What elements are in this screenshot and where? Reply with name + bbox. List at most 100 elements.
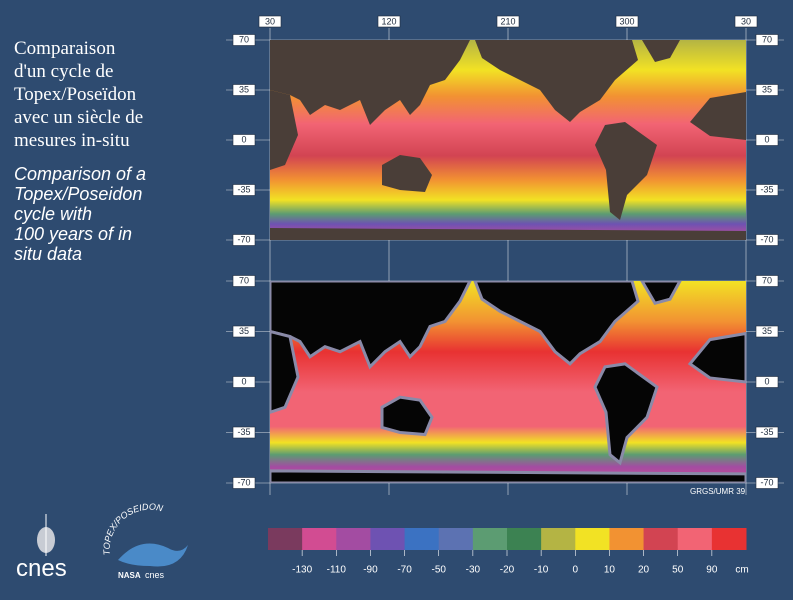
tick-box: [232, 325, 256, 338]
legend-label: -130: [292, 565, 312, 576]
tick-box: [755, 426, 779, 439]
title-french: Comparaison d'un cycle de Topex/Poseïdon…: [14, 38, 143, 151]
map-in-situ: [270, 281, 746, 483]
title-english: Comparison of a Topex/Poseidon cycle wit…: [14, 164, 146, 264]
tick-box: [232, 134, 256, 146]
lon-tick-label: 120: [381, 16, 396, 26]
legend-label: -10: [534, 565, 549, 576]
tick-box: [734, 15, 758, 28]
legend-swatch: [268, 528, 303, 550]
legend-swatch: [643, 528, 679, 550]
lat-tick-label: -70: [760, 477, 773, 487]
title-line: Topex/Poseidon: [14, 184, 142, 204]
lon-tick-label: 300: [619, 16, 634, 26]
title-line: Comparison of a: [14, 164, 146, 184]
lat-tick-label: 70: [239, 34, 249, 44]
legend-unit: cm: [735, 565, 748, 576]
legend-label: 10: [604, 565, 616, 576]
legend-label: -70: [397, 565, 412, 576]
title-line: cycle with: [14, 204, 92, 224]
legend-swatch: [336, 528, 371, 550]
tick-box: [755, 325, 779, 338]
lat-tick-label: -70: [237, 477, 250, 487]
title-line: situ data: [14, 244, 82, 264]
title-line: Comparaison: [14, 38, 116, 59]
lat-tick-label: 0: [241, 376, 246, 386]
credit: GRGS/UMR 39: [690, 487, 746, 496]
legend-label: 0: [573, 565, 579, 576]
tick-box: [377, 15, 401, 28]
lat-tick-label: -70: [237, 234, 250, 244]
legend-label: 50: [672, 565, 684, 576]
legend-swatch: [507, 528, 542, 550]
legend-swatch: [370, 528, 406, 550]
legend-swatch: [711, 528, 747, 550]
lat-tick-label: -35: [760, 184, 773, 194]
tick-box: [755, 234, 779, 246]
tick-box: [755, 134, 779, 146]
tick-box: [615, 15, 639, 28]
tick-box: [496, 15, 520, 28]
title-line: mesures in-situ: [14, 130, 130, 151]
title-line: d'un cycle de: [14, 61, 113, 82]
lat-tick-label: 35: [762, 84, 772, 94]
lon-tick-label: 210: [500, 16, 515, 26]
lat-tick-label: 35: [239, 84, 249, 94]
legend-swatch: [677, 528, 713, 550]
tick-box: [232, 184, 256, 196]
lon-tick-label: 30: [741, 16, 751, 26]
legend-swatch: [609, 528, 645, 550]
lat-tick-label: 70: [762, 34, 772, 44]
tick-box: [232, 84, 256, 96]
legend-swatch: [404, 528, 440, 550]
lat-tick-label: 0: [764, 376, 769, 386]
lon-tick-label: 30: [265, 16, 275, 26]
legend-swatch: [438, 528, 474, 550]
tick-box: [755, 184, 779, 196]
tick-box: [232, 34, 256, 46]
lat-tick-label: -35: [237, 427, 250, 437]
legend-label: -50: [431, 565, 446, 576]
tick-box: [232, 275, 256, 287]
logo-text: cnes: [16, 555, 67, 582]
lat-tick-label: 35: [239, 326, 249, 336]
logo-text: NASA: [118, 571, 141, 580]
legend-label: 90: [706, 565, 718, 576]
legend-swatch: [472, 528, 508, 550]
tick-box: [755, 477, 779, 489]
tick-box: [232, 477, 256, 489]
lat-tick-label: -35: [237, 184, 250, 194]
lat-tick-label: 70: [762, 275, 772, 285]
cnes-logo: cnes: [16, 514, 67, 582]
tick-box: [232, 234, 256, 246]
tick-box: [258, 15, 282, 28]
legend-label: -20: [500, 565, 515, 576]
legend-swatch: [302, 528, 337, 550]
lat-tick-label: 35: [762, 326, 772, 336]
tick-box: [755, 376, 779, 388]
tick-box: [755, 275, 779, 287]
logo-wave: [118, 543, 188, 567]
lat-tick-label: 70: [239, 275, 249, 285]
tick-box: [232, 376, 256, 388]
legend-label: -30: [466, 565, 481, 576]
logo-text: cnes: [145, 570, 165, 580]
tick-box: [755, 84, 779, 96]
legend-label: 20: [638, 565, 650, 576]
tick-box: [232, 426, 256, 439]
lat-tick-label: 0: [241, 134, 246, 144]
color-legend: -130 -110 -90 -70 -50 -30 -20 -10 0 10 20 50 90: [268, 528, 747, 576]
title-line: 100 years of in: [14, 224, 132, 244]
lat-tick-label: -35: [760, 427, 773, 437]
tick-box: [755, 34, 779, 46]
legend-label: -90: [363, 565, 378, 576]
legend-label: -110: [327, 565, 347, 576]
map-satellite: [270, 40, 746, 240]
lat-tick-label: 0: [764, 134, 769, 144]
legend-swatch: [575, 528, 610, 550]
lat-tick-label: -70: [760, 234, 773, 244]
title-line: Topex/Poseïdon: [14, 84, 137, 105]
legend-swatch: [541, 528, 576, 550]
mission-logo: TOPEX/POSEIDON NASA cnes: [102, 502, 188, 580]
